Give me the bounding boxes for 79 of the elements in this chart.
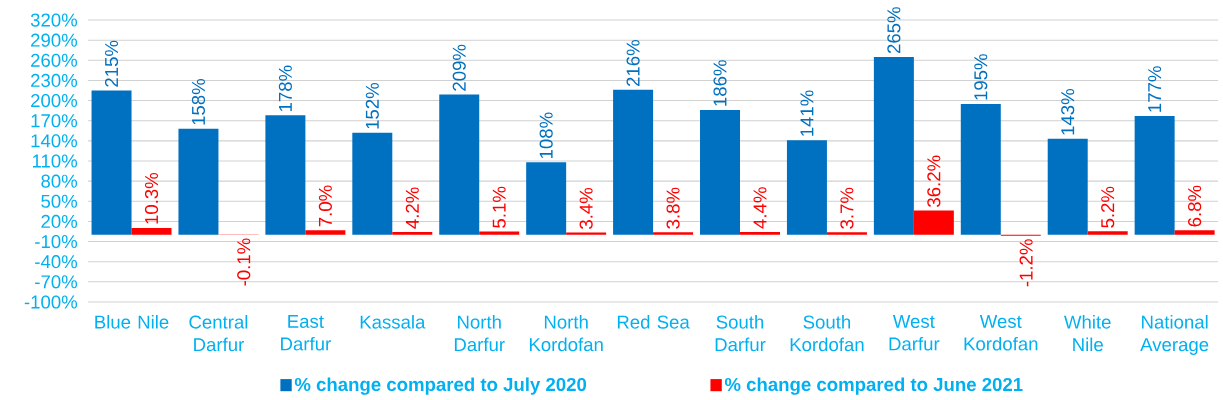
data-label: 3.8% — [666, 187, 680, 229]
bar — [178, 128, 219, 235]
data-label: 152% — [365, 83, 379, 129]
data-label: 195% — [974, 54, 988, 100]
data-label: 215% — [104, 40, 119, 87]
x-tick-label: Central Darfur — [189, 315, 248, 352]
x-tick-label: North Darfur — [454, 315, 505, 352]
x-tick-label: South Kordofan — [790, 315, 864, 352]
y-tick-label: -10% — [35, 235, 78, 249]
bar — [1174, 230, 1215, 235]
legend-label: % change compared to July 2020 — [294, 377, 587, 395]
data-label: 4.4% — [753, 187, 767, 229]
y-tick-label: 320% — [30, 13, 78, 27]
data-label: 10.3% — [144, 173, 159, 224]
data-label: 3.4% — [579, 187, 593, 229]
x-tick-label: White Nile — [1064, 315, 1111, 352]
data-label: 158% — [191, 79, 206, 125]
bar — [786, 140, 827, 235]
data-label: 108% — [539, 112, 553, 159]
bar — [1087, 231, 1128, 235]
bar — [131, 228, 172, 235]
x-tick-label: Blue Nile — [95, 315, 169, 329]
data-label: 36.2% — [927, 155, 941, 207]
data-label: 7.0% — [318, 185, 332, 227]
x-tick-label: Red Sea — [617, 315, 690, 329]
y-tick-label: 230% — [31, 73, 78, 88]
data-label: 216% — [626, 40, 640, 87]
data-label: 178% — [278, 65, 292, 112]
legend-label: % change compared to June 2021 — [724, 377, 1023, 395]
y-tick-label: -70% — [35, 275, 78, 289]
x-tick-label: West Kordofan — [964, 315, 1038, 351]
data-label: 177% — [1148, 66, 1162, 112]
x-tick-label: Kassala — [360, 315, 426, 329]
bar — [479, 231, 520, 235]
x-tick-label: West Darfur — [889, 315, 940, 351]
bar — [1134, 116, 1175, 235]
x-tick-label: East Darfur — [281, 315, 331, 351]
y-tick-label: 110% — [32, 154, 78, 168]
bar — [913, 210, 954, 235]
data-label: -1.2% — [1019, 239, 1033, 287]
bar — [960, 104, 1001, 235]
y-tick-label: 140% — [31, 134, 78, 148]
data-label: 5.1% — [492, 186, 506, 228]
data-label: 143% — [1061, 89, 1075, 135]
bar — [873, 57, 914, 235]
x-tick-label: North Kordofan — [529, 315, 603, 352]
data-label: 209% — [452, 44, 466, 91]
data-label: 4.2% — [405, 187, 419, 229]
bar — [305, 230, 346, 235]
data-label: 5.2% — [1101, 186, 1115, 228]
y-tick-label: -40% — [35, 255, 78, 269]
y-tick-label: -100% — [24, 295, 78, 309]
data-label: 141% — [800, 90, 814, 136]
data-label: 265% — [887, 7, 901, 54]
y-tick-label: 20% — [41, 214, 78, 229]
y-tick-label: 170% — [31, 114, 78, 128]
data-label: 6.8% — [1188, 185, 1202, 227]
y-tick-label: 80% — [41, 174, 78, 188]
y-tick-label: 290% — [31, 33, 78, 47]
bar — [826, 232, 867, 235]
bar — [700, 110, 740, 235]
y-tick-label: 200% — [31, 94, 78, 108]
bar — [526, 162, 567, 235]
y-tick-label: 260% — [31, 53, 78, 67]
bar — [352, 132, 393, 235]
bar — [392, 232, 433, 235]
bar — [613, 89, 654, 235]
bar — [265, 115, 306, 235]
data-label: 186% — [713, 60, 727, 106]
data-label: -0.1% — [237, 238, 251, 286]
x-tick-label: South Darfur — [715, 315, 766, 352]
x-tick-label: National Average — [1140, 315, 1209, 355]
data-label: 3.7% — [840, 187, 854, 229]
bar — [740, 231, 780, 235]
bar — [91, 90, 132, 235]
y-tick-label: 50% — [41, 194, 78, 208]
bar — [653, 232, 694, 235]
bar — [1047, 138, 1088, 235]
bar — [439, 94, 480, 235]
